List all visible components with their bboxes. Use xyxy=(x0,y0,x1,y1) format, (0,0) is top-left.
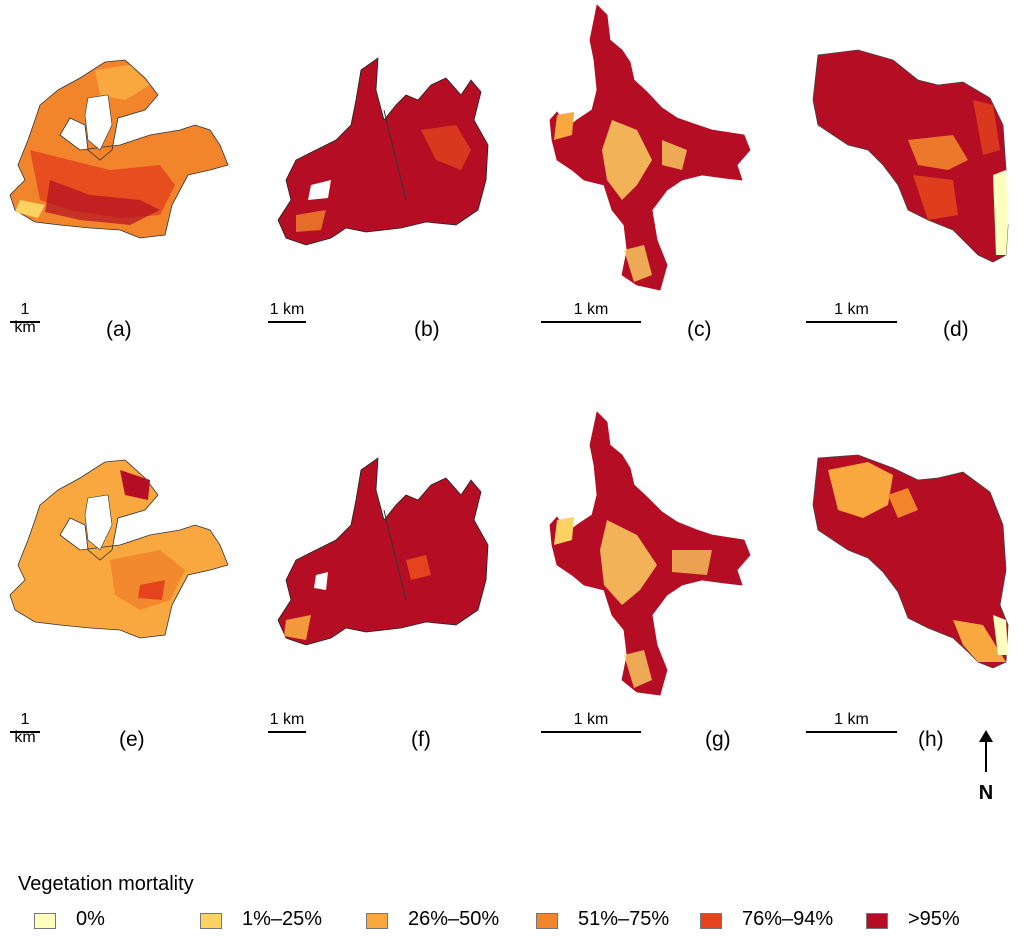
scale-bar-b: 1 km xyxy=(268,301,306,323)
legend-swatch xyxy=(866,913,888,929)
map-panel-d xyxy=(768,0,1024,300)
legend-swatch xyxy=(34,913,56,929)
scale-bar-f: 1 km xyxy=(268,711,306,733)
panel-label-f: (f) xyxy=(411,728,431,751)
scale-bar-label: 1 km xyxy=(573,711,609,728)
scale-bar-h: 1 km xyxy=(806,711,897,733)
burn-severity-map-d xyxy=(812,49,1009,263)
scale-bar-line xyxy=(10,731,40,733)
scale-bar-label: 1 km xyxy=(14,301,36,336)
scale-bar-a: 1 km xyxy=(10,301,40,336)
map-panel-h xyxy=(768,400,1024,700)
burn-severity-map-h xyxy=(812,454,1009,669)
burn-severity-map-g xyxy=(549,411,751,696)
scale-bar-label: 1 km xyxy=(834,711,869,728)
scale-bar-line xyxy=(806,321,897,323)
scale-bar-e: 1 km xyxy=(10,711,40,746)
scale-bar-line xyxy=(268,731,306,733)
legend-swatch xyxy=(366,913,388,929)
map-panel-e xyxy=(0,400,256,700)
scale-bar-c: 1 km xyxy=(541,301,641,323)
legend-title: Vegetation mortality xyxy=(18,873,194,895)
burn-severity-map-f xyxy=(277,457,489,646)
legend-label: 51%–75% xyxy=(578,908,670,930)
scale-bar-line xyxy=(806,731,897,733)
burn-severity-map-c xyxy=(549,4,751,291)
legend-swatch xyxy=(536,913,558,929)
panel-label-c: (c) xyxy=(687,318,712,341)
legend-label: 76%–94% xyxy=(742,908,834,930)
map-panel-g xyxy=(512,400,768,700)
burn-severity-map-b xyxy=(277,57,489,246)
legend-swatch xyxy=(700,913,722,929)
scale-bar-label: 1 km xyxy=(269,301,305,318)
north-arrow-icon xyxy=(979,730,993,742)
scale-bar-label: 1 km xyxy=(573,301,609,318)
scale-bar-label: 1 km xyxy=(14,711,36,746)
panel-label-b: (b) xyxy=(414,318,440,341)
scale-bar-line xyxy=(541,731,641,733)
panel-label-g: (g) xyxy=(705,728,731,751)
scale-bar-label: 1 km xyxy=(834,301,869,318)
panel-label-a: (a) xyxy=(106,318,132,341)
legend-label: 26%–50% xyxy=(408,908,500,930)
legend-label: >95% xyxy=(908,908,960,930)
legend-label: 0% xyxy=(76,908,105,930)
scale-bar-line xyxy=(10,321,40,323)
scale-bar-line xyxy=(268,321,306,323)
burn-severity-map-a xyxy=(9,59,229,239)
legend-swatch xyxy=(200,913,222,929)
map-panel-c xyxy=(512,0,768,300)
scale-bar-g: 1 km xyxy=(541,711,641,733)
scale-bar-label: 1 km xyxy=(269,711,305,728)
burn-severity-map-e xyxy=(9,459,229,639)
scale-bar-line xyxy=(541,321,641,323)
panel-label-e: (e) xyxy=(119,728,145,751)
panel-label-d: (d) xyxy=(943,318,969,341)
north-arrow: N xyxy=(975,730,997,810)
scale-bar-d: 1 km xyxy=(806,301,897,323)
north-label: N xyxy=(978,782,994,804)
map-panel-a xyxy=(0,0,256,300)
north-arrow-shaft xyxy=(985,738,987,772)
legend-label: 1%–25% xyxy=(242,908,323,930)
map-panel-f xyxy=(256,400,512,700)
map-panel-b xyxy=(256,0,512,300)
panel-label-h: (h) xyxy=(918,728,944,751)
